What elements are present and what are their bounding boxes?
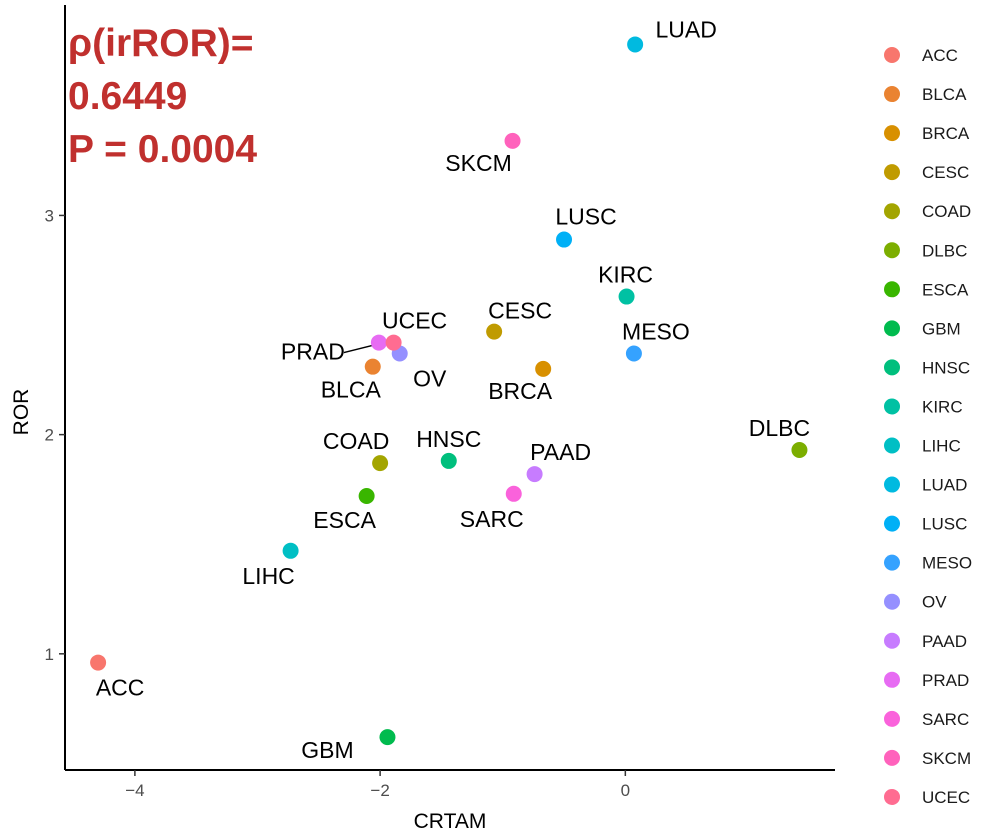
point-label-meso: MESO: [622, 319, 690, 345]
data-point-esca: [358, 488, 375, 505]
legend-label-cesc: CESC: [922, 163, 969, 182]
legend-key-prad: [884, 671, 900, 688]
legend-label-acc: ACC: [922, 46, 958, 65]
data-point-acc: [90, 654, 107, 671]
legend-label-sarc: SARC: [922, 710, 969, 729]
data-point-prad: [370, 334, 387, 351]
legend-key-ov: [884, 593, 900, 610]
legend-label-esca: ESCA: [922, 280, 969, 299]
legend-label-gbm: GBM: [922, 319, 961, 338]
annotation-rho: ρ(irROR)=: [68, 22, 254, 65]
legend-key-acc: [884, 47, 900, 63]
legend-label-prad: PRAD: [922, 671, 969, 690]
legend-key-ucec: [884, 788, 900, 805]
data-point-skcm: [504, 132, 521, 149]
point-label-paad: PAAD: [530, 439, 591, 465]
data-point-ucec: [385, 334, 402, 351]
point-label-hnsc: HNSC: [416, 426, 481, 452]
legend-label-lihc: LIHC: [922, 437, 961, 456]
y-tick-label: 1: [45, 645, 54, 664]
legend: ACC BLCA BRCA CESC COAD DLBC ESCA GBM HNSC KIRC LI…: [884, 46, 972, 807]
legend-key-paad: [884, 632, 900, 649]
data-point-lihc: [282, 542, 299, 559]
point-label-ucec: UCEC: [382, 308, 447, 334]
data-point-luad: [627, 36, 644, 53]
legend-label-luad: LUAD: [922, 476, 967, 495]
point-label-brca: BRCA: [488, 378, 553, 404]
data-point-brca: [535, 360, 552, 377]
point-label-lihc: LIHC: [242, 563, 294, 589]
point-label-skcm: SKCM: [445, 150, 511, 176]
point-label-acc: ACC: [96, 675, 145, 701]
legend-label-ov: OV: [922, 593, 947, 612]
legend-label-paad: PAAD: [922, 632, 967, 651]
legend-key-cesc: [884, 164, 900, 181]
data-point-cesc: [486, 323, 503, 340]
point-label-esca: ESCA: [313, 507, 376, 533]
legend-label-hnsc: HNSC: [922, 358, 970, 377]
data-point-kirc: [618, 288, 635, 305]
data-point-hnsc: [440, 452, 457, 469]
legend-key-kirc: [884, 398, 900, 415]
x-tick-label: −4: [125, 781, 144, 800]
point-label-lusc: LUSC: [555, 204, 616, 230]
legend-key-meso: [884, 554, 900, 571]
point-label-gbm: GBM: [301, 737, 353, 763]
label-leader-line: [343, 343, 377, 354]
y-tick-label: 3: [45, 206, 54, 225]
data-point-sarc: [505, 485, 522, 502]
point-label-ov: OV: [413, 366, 447, 392]
legend-key-blca: [884, 86, 900, 103]
data-point-gbm: [379, 729, 396, 746]
legend-key-esca: [884, 281, 900, 298]
legend-label-ucec: UCEC: [922, 788, 970, 807]
legend-label-brca: BRCA: [922, 124, 970, 143]
legend-key-skcm: [884, 749, 900, 766]
point-label-luad: LUAD: [655, 16, 716, 42]
legend-label-coad: COAD: [922, 202, 971, 221]
data-point-coad: [372, 455, 389, 472]
legend-key-sarc: [884, 710, 900, 727]
legend-label-kirc: KIRC: [922, 397, 963, 416]
data-point-blca: [364, 358, 381, 375]
data-point-paad: [526, 466, 543, 483]
annotation-rho-value: 0.6449: [68, 75, 188, 118]
data-point-meso: [625, 345, 642, 362]
point-label-dlbc: DLBC: [749, 415, 810, 441]
point-label-sarc: SARC: [460, 506, 524, 532]
point-label-cesc: CESC: [488, 298, 552, 324]
legend-label-skcm: SKCM: [922, 749, 971, 768]
legend-key-gbm: [884, 320, 900, 337]
legend-key-lusc: [884, 515, 900, 532]
legend-key-dlbc: [884, 242, 900, 259]
legend-key-brca: [884, 125, 900, 142]
annotation-p-value: P = 0.0004: [68, 128, 258, 171]
legend-key-luad: [884, 476, 900, 493]
x-axis-label: CRTAM: [414, 810, 487, 833]
x-tick-label: 0: [621, 781, 630, 800]
legend-key-lihc: [884, 437, 900, 454]
legend-label-dlbc: DLBC: [922, 241, 967, 260]
point-label-blca: BLCA: [321, 377, 382, 403]
point-label-prad: PRAD: [281, 339, 345, 365]
point-label-coad: COAD: [323, 428, 389, 454]
legend-label-meso: MESO: [922, 554, 972, 573]
data-point-lusc: [556, 231, 573, 248]
x-tick-label: −2: [370, 781, 389, 800]
legend-label-blca: BLCA: [922, 85, 967, 104]
y-axis-label: ROR: [10, 389, 33, 436]
y-tick-label: 2: [45, 426, 54, 445]
point-label-kirc: KIRC: [598, 262, 653, 288]
data-point-dlbc: [791, 441, 808, 458]
legend-key-hnsc: [884, 359, 900, 376]
legend-label-lusc: LUSC: [922, 515, 967, 534]
legend-key-coad: [884, 203, 900, 220]
